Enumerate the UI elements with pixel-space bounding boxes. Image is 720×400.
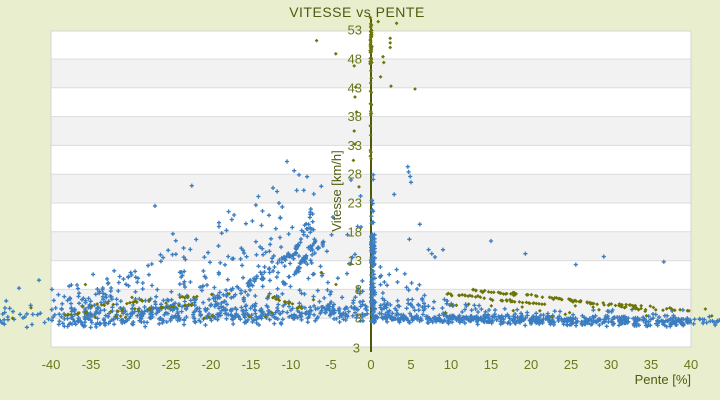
y-tick-label: 8	[355, 282, 362, 297]
x-tick-label: -15	[242, 357, 261, 372]
x-tick-label: 40	[684, 357, 698, 372]
x-tick-label: -25	[162, 357, 181, 372]
x-tick-label: -30	[122, 357, 141, 372]
y-tick-label: 43	[348, 80, 362, 95]
scatter-points	[0, 15, 720, 330]
x-tick-label: 30	[604, 357, 618, 372]
x-tick-label: -5	[325, 357, 337, 372]
y-tick-label: 53	[348, 23, 362, 38]
x-tick-label: 25	[564, 357, 578, 372]
x-tick-label: 0	[367, 357, 374, 372]
x-tick-label: 10	[444, 357, 458, 372]
x-tick-label: -35	[82, 357, 101, 372]
y-tick-label: 13	[348, 253, 362, 268]
y-axis-min-label: 3	[353, 341, 360, 356]
x-tick-label: -20	[202, 357, 221, 372]
y-tick-label: 3	[355, 311, 362, 326]
y-tick-label: 18	[348, 224, 362, 239]
x-tick-label: 20	[524, 357, 538, 372]
tick-labels: -40 -35 -30 -25 -20 -15 -10 -5 0 5 10 15 20 25 30 35 40 5…	[42, 23, 699, 372]
x-tick-label: -40	[42, 357, 61, 372]
x-tick-label: -10	[282, 357, 301, 372]
x-tick-label: 35	[644, 357, 658, 372]
y-tick-label: 23	[348, 196, 362, 211]
y-tick-label: 38	[348, 109, 362, 124]
y-axis-title: Vitesse [km/h]	[329, 150, 344, 231]
x-tick-label: 5	[407, 357, 414, 372]
x-tick-label: 15	[484, 357, 498, 372]
y-tick-label: 28	[348, 167, 362, 182]
chart-title: VITESSE vs PENTE	[289, 4, 425, 20]
scatter-series-vitesse-bleu	[0, 159, 720, 330]
x-axis-title: Pente [%]	[635, 372, 691, 387]
y-tick-label: 33	[348, 138, 362, 153]
y-tick-label: 48	[348, 52, 362, 67]
